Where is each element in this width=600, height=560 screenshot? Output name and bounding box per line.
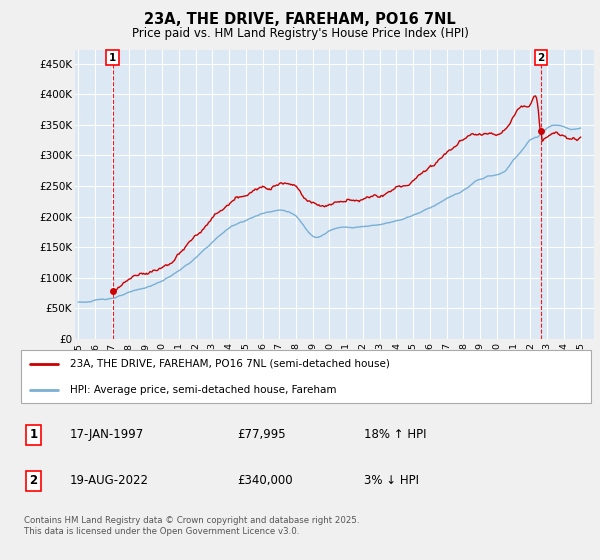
Text: 1: 1	[29, 428, 38, 441]
Text: 18% ↑ HPI: 18% ↑ HPI	[364, 428, 426, 441]
Text: 2: 2	[538, 53, 545, 63]
Text: Contains HM Land Registry data © Crown copyright and database right 2025.
This d: Contains HM Land Registry data © Crown c…	[24, 516, 359, 536]
Text: 1: 1	[109, 53, 116, 63]
Text: 19-AUG-2022: 19-AUG-2022	[70, 474, 149, 487]
Text: 3% ↓ HPI: 3% ↓ HPI	[364, 474, 419, 487]
Text: 17-JAN-1997: 17-JAN-1997	[70, 428, 144, 441]
Text: 2: 2	[29, 474, 38, 487]
Text: 23A, THE DRIVE, FAREHAM, PO16 7NL (semi-detached house): 23A, THE DRIVE, FAREHAM, PO16 7NL (semi-…	[70, 358, 390, 368]
Text: HPI: Average price, semi-detached house, Fareham: HPI: Average price, semi-detached house,…	[70, 385, 337, 395]
Text: £340,000: £340,000	[237, 474, 293, 487]
Text: Price paid vs. HM Land Registry's House Price Index (HPI): Price paid vs. HM Land Registry's House …	[131, 27, 469, 40]
FancyBboxPatch shape	[21, 350, 591, 403]
Text: £77,995: £77,995	[237, 428, 286, 441]
Text: 23A, THE DRIVE, FAREHAM, PO16 7NL: 23A, THE DRIVE, FAREHAM, PO16 7NL	[144, 12, 456, 27]
